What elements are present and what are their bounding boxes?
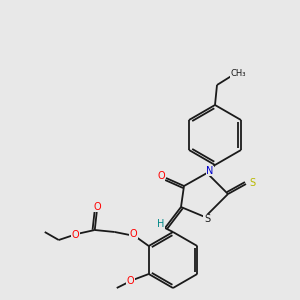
Text: N: N xyxy=(206,166,214,176)
Text: O: O xyxy=(94,202,102,212)
Text: O: O xyxy=(72,230,80,240)
Text: H: H xyxy=(157,219,165,229)
Text: CH₃: CH₃ xyxy=(230,70,246,79)
Text: O: O xyxy=(157,171,165,181)
Text: O: O xyxy=(130,229,138,239)
Text: S: S xyxy=(249,178,255,188)
Text: O: O xyxy=(127,276,135,286)
Text: S: S xyxy=(204,214,210,224)
